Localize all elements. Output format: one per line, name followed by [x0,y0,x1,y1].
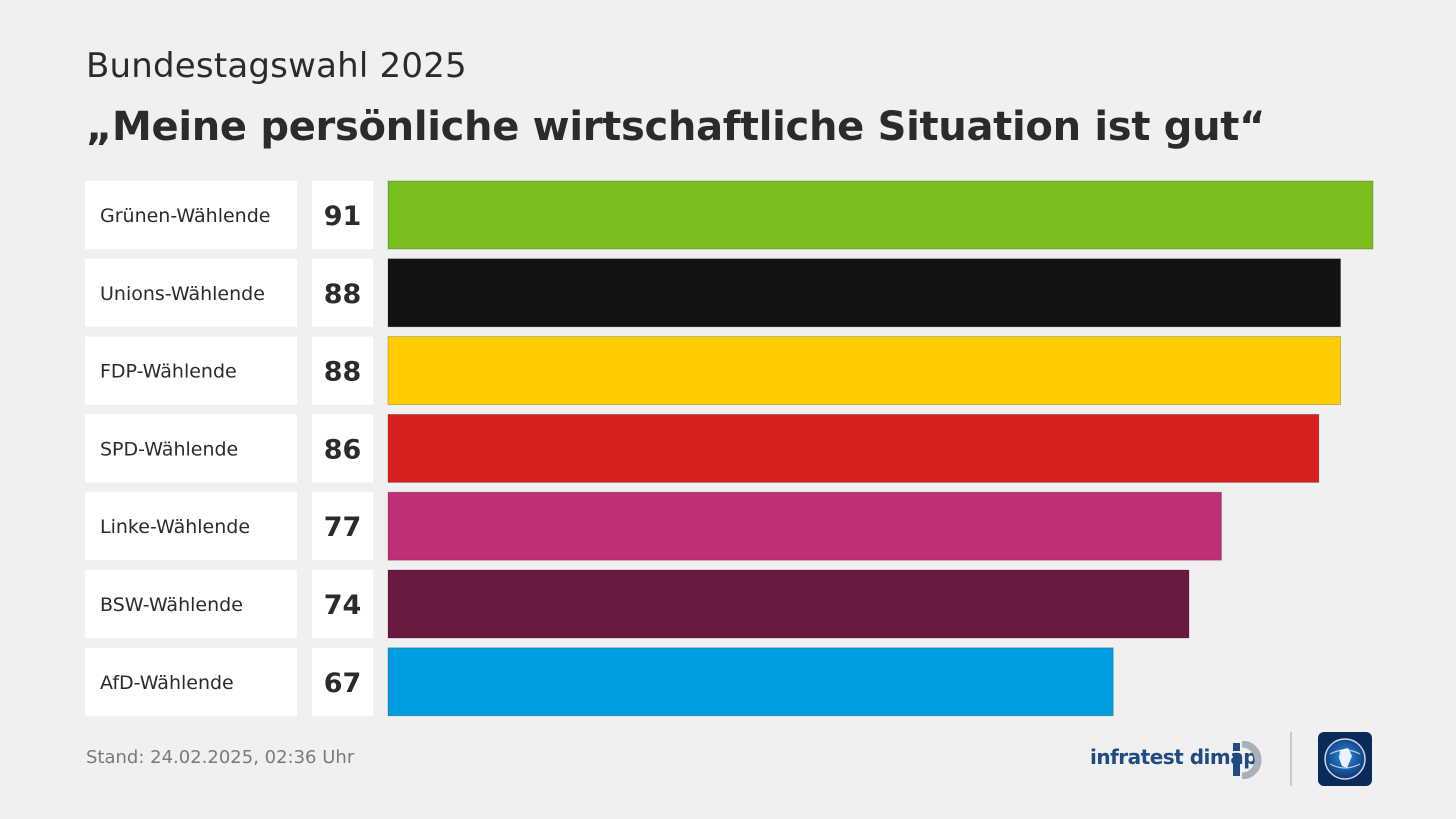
bar [387,413,1320,483]
infratest-dimap-logo-icon [1233,741,1262,779]
chart-title: „Meine persönliche wirtschaftliche Situa… [86,104,1266,150]
data-label: 67 [324,668,362,699]
category-label-box [85,492,297,561]
data-label: 77 [324,512,362,543]
category-label: AfD-Wählende [100,672,234,694]
data-label: 74 [324,590,362,621]
category-label-box [85,258,297,327]
category-label-box [85,570,297,638]
bar [387,180,1374,250]
value-label-box [312,570,373,638]
category-label: Grünen-Wählende [100,205,270,227]
category-label: Unions-Wählende [100,283,265,305]
bar [387,647,1114,717]
infratest-dimap-logo-text: infratest dimap [1090,745,1258,769]
category-label: SPD-Wählende [100,438,238,460]
category-label-box [85,414,297,483]
data-label: 88 [324,279,362,310]
category-label-box [85,647,297,716]
timestamp: Stand: 24.02.2025, 02:36 Uhr [86,747,355,768]
value-label-box [312,414,373,483]
category-label-box [85,181,297,249]
category-label: FDP-Wählende [100,361,237,383]
value-label-box [312,336,373,405]
category-label-box [85,336,297,405]
tagesschau-logo-icon [1318,732,1372,786]
category-label: Linke-Wählende [100,516,250,538]
value-label-box [312,647,373,716]
bar [387,569,1190,639]
bar [387,336,1341,406]
category-label: BSW-Wählende [100,594,243,616]
value-label-box [312,258,373,327]
chart-subtitle: Bundestagswahl 2025 [86,46,467,86]
data-label: 88 [324,357,362,388]
value-label-box [312,181,373,249]
footer-divider [1290,732,1292,786]
bar [387,491,1222,561]
data-label: 86 [324,434,362,465]
bar [387,258,1341,328]
value-label-box [312,492,373,561]
data-label: 91 [324,201,362,232]
